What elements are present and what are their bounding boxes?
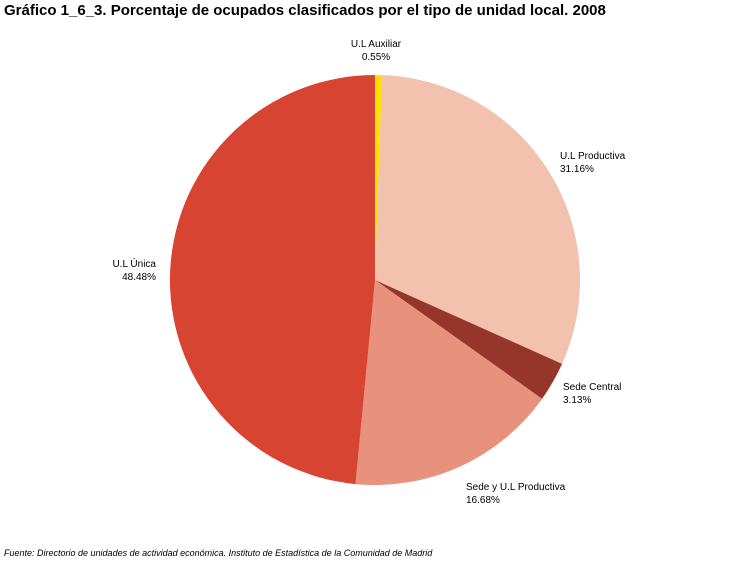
pie-slice-sede-y-u-l-productiva [355,280,543,486]
pie-slice-sede-central [375,280,563,399]
pie-slice-u-l-nica [169,74,375,485]
slice-label: U.L Única 48.48% [112,257,156,283]
slice-label: U.L Productiva 31.16% [560,151,626,175]
pie-slice-u-l-auxiliar [375,74,383,280]
slice-label: Sede y U.L Productiva 16.68% [466,482,566,506]
source-note: Fuente: Directorio de unidades de activi… [4,548,433,558]
pie-slice-u-l-productiva [375,75,581,364]
chart-title: Gráfico 1_6_3. Porcentaje de ocupados cl… [4,2,606,19]
slice-label: U.L Auxiliar 0.55% [351,39,402,63]
slice-label: Sede Central 3.13% [563,382,621,406]
